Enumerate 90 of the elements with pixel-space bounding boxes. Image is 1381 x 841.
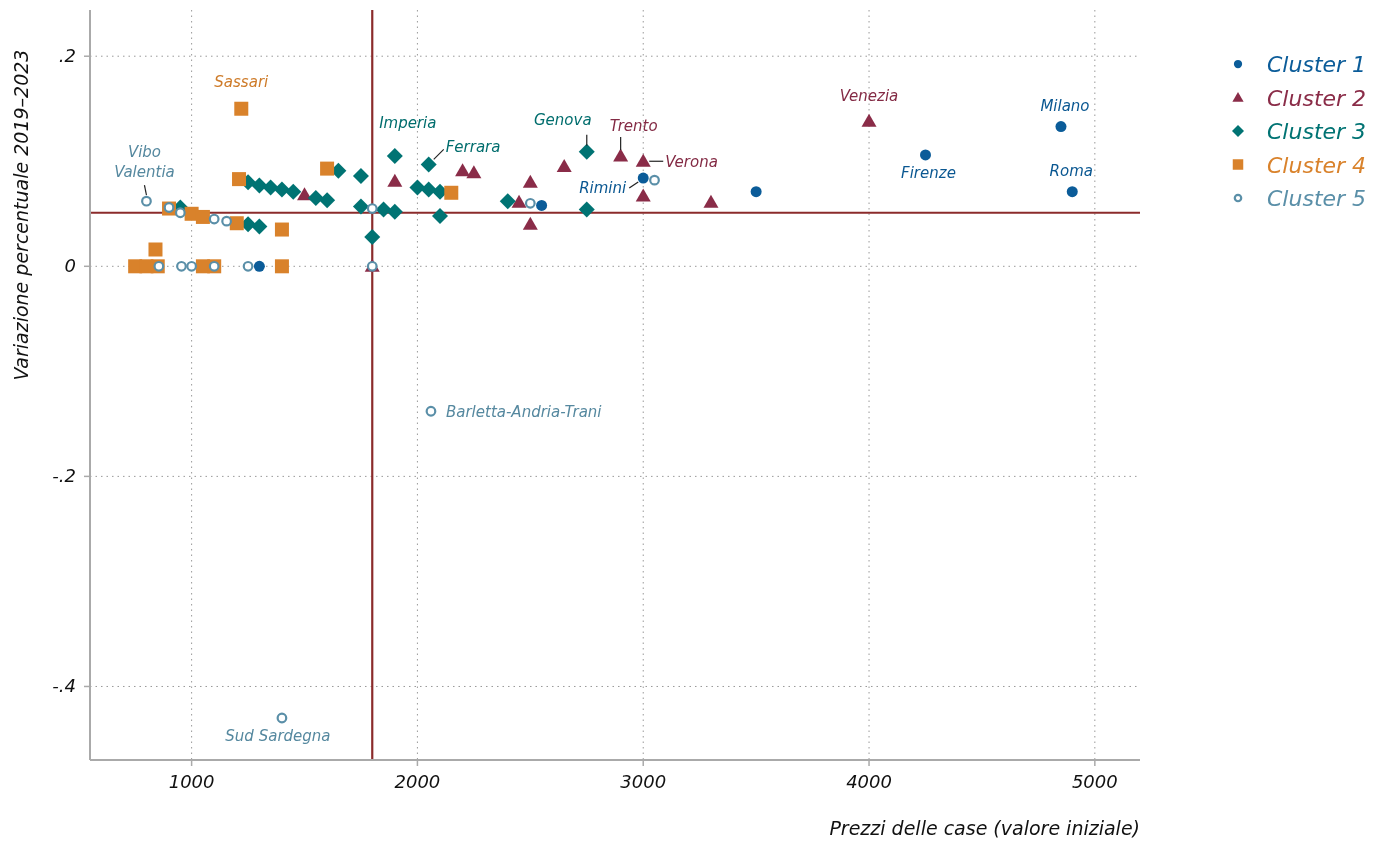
point	[262, 179, 279, 196]
point	[861, 113, 877, 127]
point	[320, 161, 335, 176]
point	[307, 190, 324, 207]
point	[919, 149, 931, 161]
x-tick-label: 5000	[1071, 771, 1118, 792]
annotation: Rimini	[579, 179, 628, 198]
legend-label: Cluster 4	[1267, 152, 1367, 178]
point	[186, 260, 198, 272]
point	[352, 167, 369, 184]
point	[366, 203, 378, 214]
point	[375, 201, 392, 218]
point	[409, 179, 426, 196]
annotation: Ferrara	[445, 138, 501, 157]
x-tick-label: 1000	[168, 771, 215, 792]
legend-label: Cluster 3	[1267, 119, 1367, 144]
point	[242, 260, 254, 272]
point	[387, 173, 403, 187]
point	[208, 213, 220, 225]
annotation: Verona	[665, 153, 718, 172]
point	[522, 216, 538, 230]
point	[319, 192, 336, 209]
point	[511, 194, 527, 208]
point	[274, 259, 289, 274]
point	[750, 186, 762, 198]
point	[274, 222, 289, 237]
point	[703, 194, 719, 208]
point	[420, 181, 437, 198]
point	[420, 156, 437, 173]
annotation: Roma	[1049, 161, 1093, 180]
x-tick-label: 3000	[620, 771, 667, 792]
y-tick-label: .2	[58, 45, 76, 67]
point	[425, 405, 437, 417]
point	[635, 153, 651, 167]
annotation: Firenze	[901, 163, 956, 182]
point	[524, 197, 536, 209]
point	[637, 172, 649, 184]
point	[253, 260, 265, 272]
point	[195, 209, 210, 224]
point	[499, 193, 516, 210]
annotation: Sud Sardegna	[225, 726, 331, 745]
point	[556, 159, 572, 173]
point	[432, 207, 448, 224]
point	[229, 216, 244, 231]
y-axis-title: Variazione percentuale 2019–2023	[10, 49, 32, 381]
point	[234, 101, 249, 116]
point	[364, 228, 381, 245]
point	[174, 207, 186, 219]
annotation: Vibo Valentia	[114, 143, 175, 182]
point	[635, 188, 651, 202]
annotation: Barletta-Andria-Trani	[445, 403, 603, 422]
y-tick-label: -.4	[52, 675, 76, 697]
point	[221, 215, 233, 227]
annotation: Milano	[1040, 96, 1090, 115]
point	[276, 712, 288, 724]
point	[1066, 186, 1078, 198]
point	[273, 181, 290, 198]
point	[649, 174, 660, 186]
annotation: Imperia	[379, 114, 437, 133]
point	[578, 201, 595, 218]
point	[148, 242, 163, 257]
legend-label: Cluster 2	[1267, 85, 1367, 111]
legend-label: Cluster 1	[1267, 52, 1367, 77]
point	[578, 143, 595, 160]
point	[232, 172, 247, 187]
x-tick-label: 4000	[846, 771, 892, 792]
point	[1055, 121, 1067, 133]
annotation: Genova	[533, 110, 592, 129]
point	[522, 174, 538, 188]
point	[352, 198, 369, 215]
point	[613, 148, 629, 162]
annotation: Sassari	[214, 72, 270, 91]
x-axis-title: Prezzi delle case (valore iniziale)	[829, 817, 1140, 839]
point	[251, 218, 268, 235]
annotation: Venezia	[839, 87, 899, 106]
annotation: Trento	[609, 117, 658, 136]
legend-label: Cluster 5	[1267, 186, 1367, 211]
point	[141, 195, 152, 207]
point	[466, 165, 482, 179]
point	[386, 203, 403, 220]
point	[285, 183, 302, 200]
point	[176, 260, 187, 272]
y-tick-label: -.2	[52, 465, 76, 487]
point	[386, 148, 403, 165]
point	[455, 163, 471, 177]
point	[444, 185, 459, 200]
point	[536, 199, 548, 211]
y-tick-label: 0	[64, 255, 76, 277]
x-tick-label: 2000	[394, 771, 441, 792]
point	[251, 177, 268, 194]
